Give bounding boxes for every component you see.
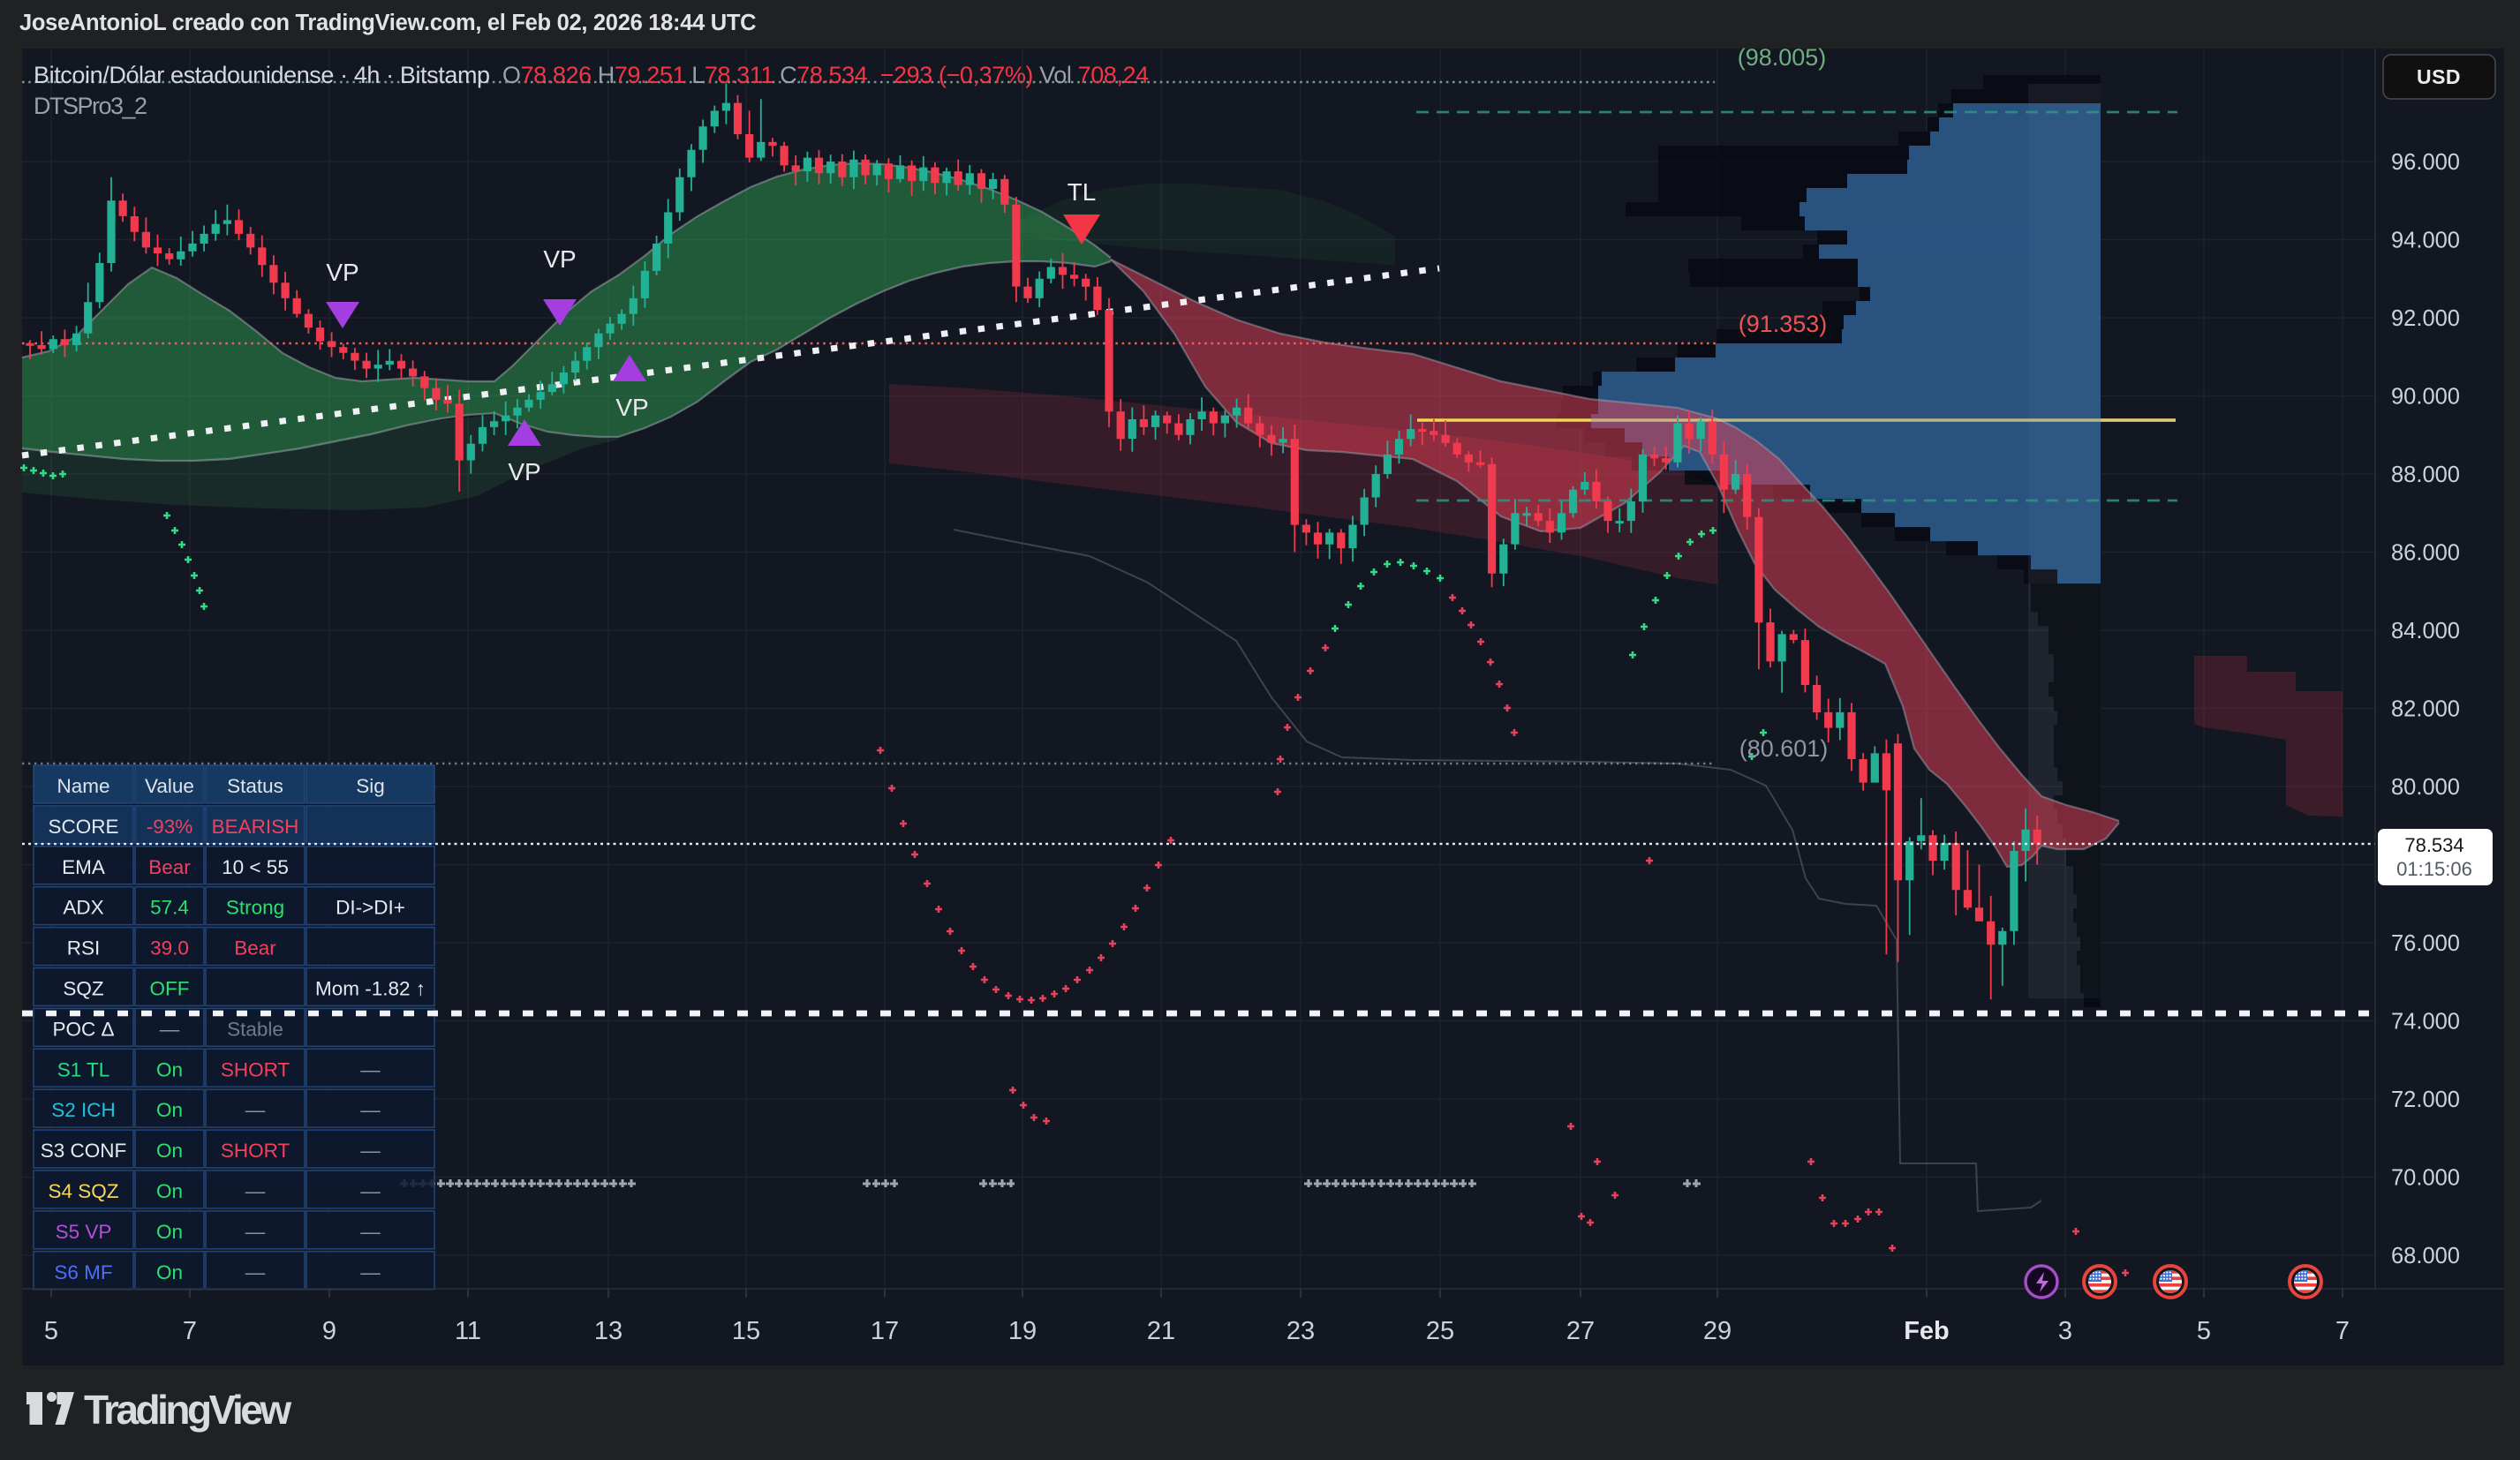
- svg-text:7: 7: [2335, 1317, 2350, 1345]
- svg-text:OFF: OFF: [150, 977, 190, 999]
- svg-text:7: 7: [183, 1317, 197, 1345]
- svg-text:Bitcoin/Dólar estadounidense ·: Bitcoin/Dólar estadounidense · 4h · Bits…: [34, 62, 1149, 88]
- svg-text:POC Δ: POC Δ: [52, 1018, 114, 1040]
- svg-text:70.000: 70.000: [2391, 1166, 2460, 1191]
- svg-text:57.4: 57.4: [150, 897, 189, 919]
- svg-text:—: —: [360, 1140, 381, 1162]
- svg-text:VP: VP: [326, 259, 358, 286]
- svg-text:(91.353): (91.353): [1739, 311, 1828, 337]
- svg-text:—: —: [245, 1099, 266, 1121]
- svg-text:92.000: 92.000: [2391, 306, 2460, 331]
- svg-text:DTSPro3_2: DTSPro3_2: [34, 93, 147, 119]
- svg-text:72.000: 72.000: [2391, 1087, 2460, 1112]
- svg-text:74.000: 74.000: [2391, 1010, 2460, 1035]
- svg-text:S6 MF: S6 MF: [54, 1261, 112, 1283]
- svg-text:Bear: Bear: [148, 856, 191, 878]
- svg-text:5: 5: [44, 1317, 58, 1345]
- svg-text:(98.005): (98.005): [1738, 44, 1827, 71]
- svg-text:—: —: [160, 1018, 180, 1040]
- svg-text:5: 5: [2197, 1317, 2211, 1345]
- svg-text:-93%: -93%: [147, 816, 193, 838]
- svg-text:82.000: 82.000: [2391, 697, 2460, 722]
- svg-text:39.0: 39.0: [150, 937, 189, 960]
- svg-text:29: 29: [1703, 1317, 1732, 1345]
- svg-text:JoseAntonioL creado con Tradin: JoseAntonioL creado con TradingView.com,…: [19, 11, 756, 35]
- svg-text:—: —: [360, 1180, 381, 1202]
- svg-text:90.000: 90.000: [2391, 385, 2460, 410]
- svg-text:3: 3: [2058, 1317, 2072, 1345]
- svg-text:On: On: [156, 1261, 183, 1283]
- svg-text:68.000: 68.000: [2391, 1244, 2460, 1268]
- svg-text:Feb: Feb: [1904, 1317, 1950, 1345]
- svg-text:88.000: 88.000: [2391, 463, 2460, 487]
- svg-text:Sig: Sig: [356, 775, 385, 797]
- svg-text:23: 23: [1286, 1317, 1315, 1345]
- svg-text:—: —: [245, 1180, 266, 1202]
- svg-text:Strong: Strong: [226, 897, 284, 919]
- svg-text:SHORT: SHORT: [221, 1140, 290, 1162]
- svg-text:78.534: 78.534: [2404, 834, 2463, 856]
- svg-text:11: 11: [455, 1317, 481, 1345]
- svg-text:S3 CONF: S3 CONF: [41, 1140, 127, 1162]
- svg-text:SQZ: SQZ: [63, 977, 104, 999]
- svg-text:—: —: [360, 1058, 381, 1080]
- svg-text:17: 17: [871, 1317, 899, 1345]
- svg-text:Value: Value: [145, 775, 194, 797]
- svg-text:VP: VP: [508, 458, 540, 485]
- svg-text:S1 TL: S1 TL: [57, 1058, 110, 1080]
- svg-text:RSI: RSI: [67, 937, 101, 960]
- svg-text:On: On: [156, 1140, 183, 1162]
- svg-text:—: —: [360, 1261, 381, 1283]
- svg-text:S5 VP: S5 VP: [56, 1221, 112, 1243]
- svg-text:25: 25: [1426, 1317, 1454, 1345]
- svg-text:Mom -1.82 ↑: Mom -1.82 ↑: [315, 977, 426, 999]
- svg-text:96.000: 96.000: [2391, 150, 2460, 175]
- svg-text:On: On: [156, 1221, 183, 1243]
- svg-text:TL: TL: [1068, 178, 1097, 206]
- svg-text:SHORT: SHORT: [221, 1058, 290, 1080]
- svg-text:9: 9: [322, 1317, 336, 1345]
- svg-text:On: On: [156, 1058, 183, 1080]
- svg-text:01:15:06: 01:15:06: [2396, 858, 2472, 880]
- svg-text:On: On: [156, 1099, 183, 1121]
- svg-text:DI->DI+: DI->DI+: [336, 897, 405, 919]
- svg-text:TradingView: TradingView: [84, 1387, 291, 1433]
- svg-text:27: 27: [1566, 1317, 1595, 1345]
- svg-text:Status: Status: [227, 775, 283, 797]
- svg-text:84.000: 84.000: [2391, 619, 2460, 643]
- svg-text:EMA: EMA: [62, 856, 105, 878]
- svg-text:On: On: [156, 1180, 183, 1202]
- svg-text:(80.601): (80.601): [1739, 735, 1829, 762]
- svg-text:13: 13: [594, 1317, 622, 1345]
- svg-text:S4 SQZ: S4 SQZ: [48, 1180, 118, 1202]
- svg-text:USD: USD: [2417, 65, 2461, 88]
- svg-text:S2 ICH: S2 ICH: [51, 1099, 116, 1121]
- svg-text:21: 21: [1147, 1317, 1175, 1345]
- svg-text:15: 15: [732, 1317, 760, 1345]
- svg-text:19: 19: [1008, 1317, 1037, 1345]
- svg-text:—: —: [360, 1221, 381, 1243]
- svg-text:SCORE: SCORE: [48, 816, 118, 838]
- svg-text:86.000: 86.000: [2391, 541, 2460, 566]
- svg-text:VP: VP: [543, 245, 576, 273]
- svg-text:VP: VP: [615, 394, 648, 421]
- svg-text:—: —: [245, 1221, 266, 1243]
- svg-text:Stable: Stable: [227, 1018, 283, 1040]
- svg-text:Bear: Bear: [234, 937, 276, 960]
- svg-text:10 < 55: 10 < 55: [222, 856, 289, 878]
- svg-text:—: —: [245, 1261, 266, 1283]
- svg-text:76.000: 76.000: [2391, 931, 2460, 956]
- svg-text:ADX: ADX: [63, 897, 103, 919]
- svg-text:BEARISH: BEARISH: [212, 816, 299, 838]
- svg-text:94.000: 94.000: [2391, 229, 2460, 253]
- svg-text:80.000: 80.000: [2391, 775, 2460, 800]
- svg-text:—: —: [360, 1099, 381, 1121]
- svg-text:Name: Name: [57, 775, 109, 797]
